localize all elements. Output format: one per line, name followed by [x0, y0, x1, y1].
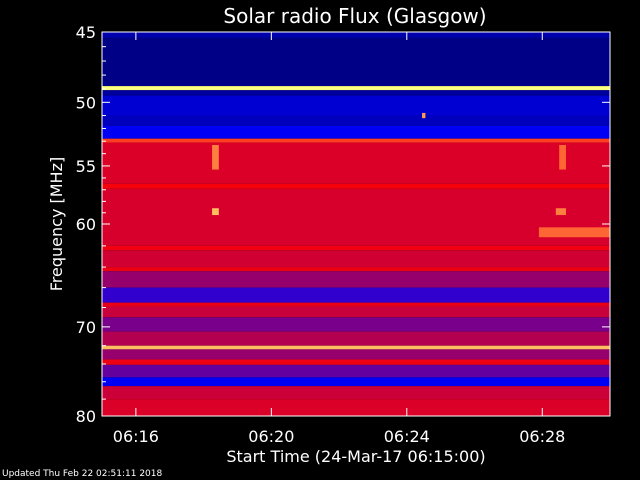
chart-title: Solar radio Flux (Glasgow) — [223, 4, 486, 28]
frequency-band — [102, 188, 610, 246]
frequency-band — [102, 250, 610, 268]
y-tick-label: 50 — [76, 93, 96, 112]
y-tick-label: 80 — [76, 407, 96, 426]
x-axis-label: Start Time (24-Mar-17 06:15:00) — [226, 447, 485, 466]
frequency-band — [102, 245, 610, 251]
frequency-band — [102, 345, 610, 350]
frequency-band — [102, 364, 610, 378]
frequency-band — [102, 86, 610, 91]
burst-feature — [212, 144, 219, 170]
burst-feature — [422, 112, 426, 119]
frequency-band — [102, 349, 610, 360]
heatmap-area — [102, 32, 610, 416]
frequency-band — [102, 359, 610, 365]
y-tick-label: 60 — [76, 215, 96, 234]
burst-feature — [538, 227, 610, 238]
frequency-band — [102, 302, 610, 307]
frequency-band — [102, 183, 610, 189]
frequency-band — [102, 138, 610, 143]
frequency-band — [102, 32, 610, 38]
frequency-band — [102, 142, 610, 184]
frequency-band — [102, 267, 610, 272]
updated-timestamp: Updated Thu Feb 22 02:51:11 2018 — [2, 469, 163, 479]
frequency-band — [102, 386, 610, 400]
frequency-band — [102, 37, 610, 87]
burst-feature — [212, 208, 219, 216]
frequency-band — [102, 95, 610, 116]
y-tick-label: 55 — [76, 157, 96, 176]
x-tick-label: 06:20 — [248, 427, 294, 446]
frequency-band — [102, 115, 610, 126]
frequency-band — [102, 125, 610, 139]
frequency-band — [102, 331, 610, 346]
burst-feature — [559, 144, 566, 170]
x-tick-label: 06:28 — [519, 427, 565, 446]
x-axis: 06:16 06:20 06:24 06:28 — [113, 32, 565, 446]
x-tick-label: 06:16 — [113, 427, 159, 446]
frequency-band — [102, 306, 610, 318]
frequency-band — [102, 317, 610, 332]
frequency-band — [102, 90, 610, 96]
y-axis: 45 50 55 60 70 80 — [76, 23, 610, 426]
y-tick-label: 45 — [76, 23, 96, 42]
burst-feature — [555, 208, 566, 216]
x-tick-label: 06:24 — [384, 427, 430, 446]
y-tick-label: 70 — [76, 318, 96, 337]
frequency-band — [102, 271, 610, 288]
frequency-band — [102, 287, 610, 303]
frequency-band — [102, 399, 610, 416]
y-axis-label: Frequency [MHz] — [47, 157, 66, 291]
frequency-band — [102, 377, 610, 387]
